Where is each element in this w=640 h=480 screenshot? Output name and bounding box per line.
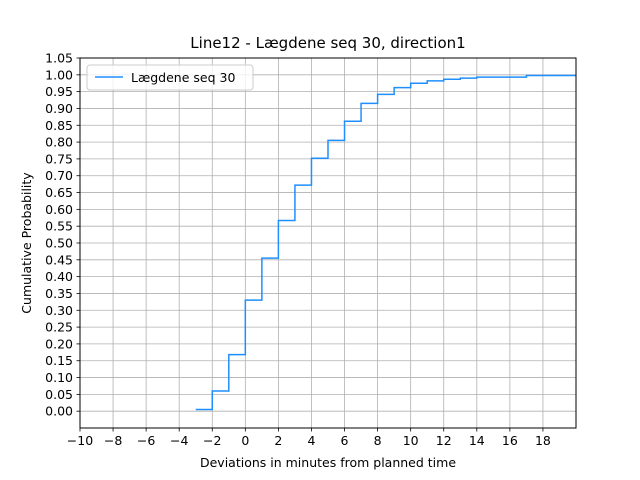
y-tick-label: 1.00 (45, 67, 73, 82)
x-tick-label: −4 (170, 433, 188, 448)
y-tick-label: 0.25 (45, 320, 73, 335)
y-tick-label: 0.35 (45, 286, 73, 301)
y-tick-label: 0.80 (45, 135, 73, 150)
legend-box (86, 64, 254, 91)
y-tick-label: 0.15 (45, 353, 73, 368)
x-tick-label: 14 (469, 433, 485, 448)
y-tick-label: 0.55 (45, 219, 73, 234)
grid (79, 57, 576, 428)
x-tick-label: −6 (137, 433, 155, 448)
x-tick-label: 2 (274, 433, 282, 448)
y-tick-label: 0.90 (45, 101, 73, 116)
chart-title: Line12 - Lægdene seq 30, direction1 (190, 34, 465, 52)
x-tick-label: 4 (307, 433, 315, 448)
y-tick-label: 0.60 (45, 202, 73, 217)
y-tick-label: 0.30 (45, 303, 73, 318)
x-tick-label: 16 (502, 433, 518, 448)
y-tick-label: 0.10 (45, 370, 73, 385)
x-tick-label: −8 (104, 433, 122, 448)
y-tick-label: 0.40 (45, 269, 73, 284)
x-axis-label: Deviations in minutes from planned time (200, 455, 456, 470)
y-tick-label: 0.65 (45, 185, 73, 200)
y-tick-label: 0.70 (45, 168, 73, 183)
y-tick-label: 0.00 (45, 404, 73, 419)
y-tick-label: 0.05 (45, 387, 73, 402)
y-tick-label: 0.75 (45, 151, 73, 166)
x-tick-label: 0 (241, 433, 249, 448)
x-tick-label: −2 (203, 433, 221, 448)
legend: Lægdene seq 30 (86, 64, 254, 91)
x-tick-label: 12 (436, 433, 452, 448)
y-tick-label: 0.50 (45, 236, 73, 251)
x-tick-label: 10 (403, 433, 419, 448)
x-tick-label: −10 (67, 433, 93, 448)
x-tick-label: 6 (341, 433, 349, 448)
legend-label: Lægdene seq 30 (131, 70, 235, 85)
y-tick-label: 0.20 (45, 336, 73, 351)
y-tick-label: 0.95 (45, 84, 73, 99)
ticks: −10 −8 −6 −4 −2 0 2 4 6 8 10 12 14 16 18 0.00 0.05 0.10 0.… (45, 51, 551, 449)
x-tick-label: 8 (374, 433, 382, 448)
y-tick-label: 0.85 (45, 118, 73, 133)
series-line-0 (195, 74, 576, 411)
x-tick-label: 18 (535, 433, 551, 448)
y-tick-label: 1.05 (45, 51, 73, 66)
plot-lines (195, 74, 576, 411)
y-tick-label: 0.45 (45, 252, 73, 267)
y-axis-label: Cumulative Probability (19, 172, 34, 314)
